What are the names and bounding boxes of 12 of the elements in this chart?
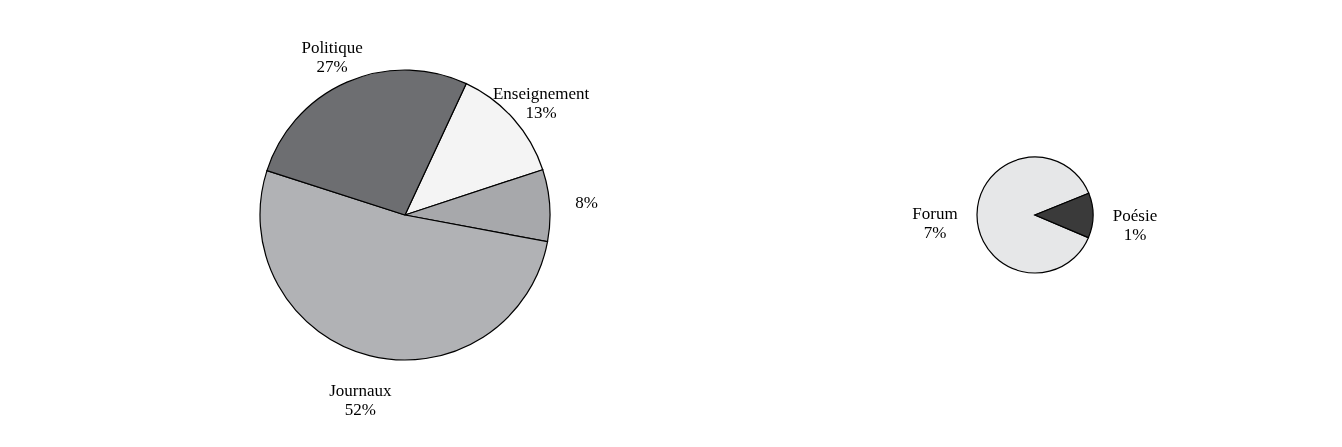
slice-label: Politique <box>301 38 363 58</box>
data-label: 1% <box>1123 224 1147 244</box>
data-label: 8% <box>575 192 598 212</box>
slice-label: Journaux <box>329 381 393 401</box>
data-label: 27% <box>316 57 348 77</box>
slice-label: Forum <box>912 204 958 224</box>
data-label: 52% <box>344 400 376 420</box>
data-label: 7% <box>923 223 947 243</box>
data-label: 13% <box>525 103 557 123</box>
pie-slice <box>976 156 1090 274</box>
slice-label: Poésie <box>1112 205 1158 225</box>
slice-label: Enseignement <box>492 84 590 104</box>
